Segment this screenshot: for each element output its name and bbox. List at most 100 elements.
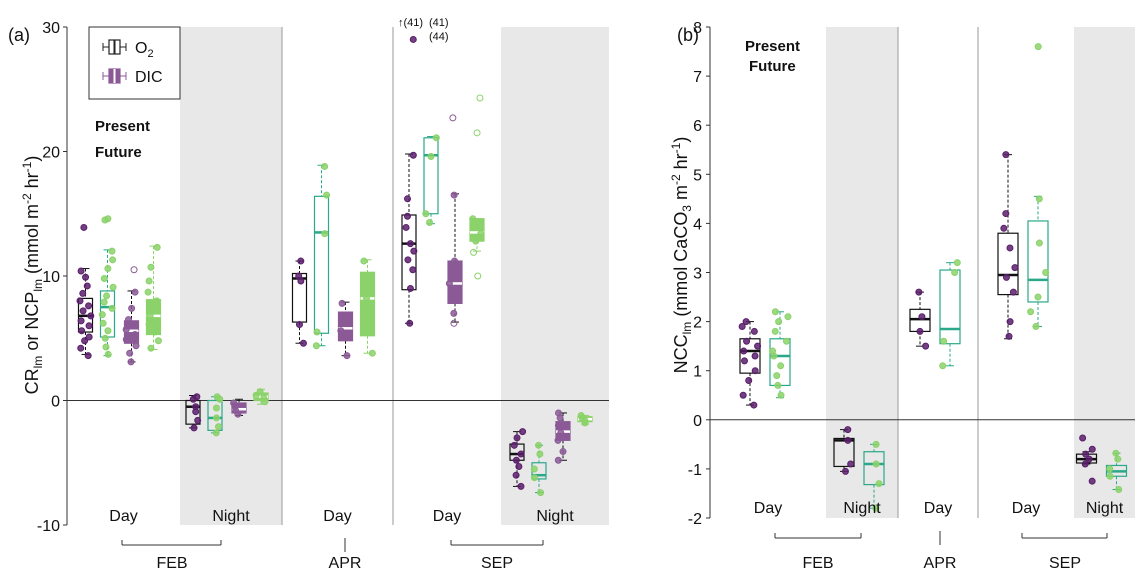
month-label: FEB [802, 555, 833, 570]
data-point [1114, 455, 1122, 463]
data-point [212, 404, 220, 412]
data-point [432, 134, 440, 142]
box-plots-a [76, 35, 593, 497]
box-iqr [863, 451, 885, 486]
data-point [469, 215, 477, 223]
data-point [450, 309, 458, 317]
data-point [951, 269, 959, 276]
data-point [1034, 293, 1042, 301]
night-band [180, 27, 282, 525]
group-label: Night [212, 508, 250, 525]
data-point [1027, 308, 1035, 316]
data-point [473, 129, 481, 137]
data-point [77, 344, 85, 352]
data-point [557, 429, 565, 437]
data-point [153, 243, 161, 251]
data-point [299, 339, 307, 347]
y-ticks-b: -2 -1 0 1 2 3 4 5 6 7 8 [688, 20, 710, 528]
group-label: Day [433, 508, 461, 525]
data-point [1035, 195, 1043, 203]
data-point [368, 349, 376, 357]
data-point [99, 319, 107, 327]
group-label: Night [536, 508, 574, 525]
data-point [409, 35, 417, 43]
data-point [742, 318, 750, 326]
data-point [98, 311, 106, 319]
y-tick-label: 6 [693, 118, 702, 135]
y-tick-label: 2 [693, 315, 702, 332]
data-point [515, 462, 523, 470]
data-point [78, 327, 86, 335]
data-point [104, 265, 112, 273]
box-iqr [423, 137, 439, 215]
legend-a: O2 DIC Present Future [88, 26, 181, 161]
data-point [77, 317, 85, 325]
data-point [145, 277, 153, 285]
data-point [447, 293, 455, 301]
data-point [403, 212, 411, 220]
group-label: Day [924, 500, 952, 517]
data-point [445, 279, 453, 287]
month-label: SEP [1049, 555, 1081, 570]
box-iqr [997, 232, 1019, 296]
data-point [451, 257, 459, 265]
data-point [1006, 244, 1014, 252]
data-point [410, 247, 418, 255]
data-point [360, 257, 368, 265]
month-label: APR [924, 555, 957, 570]
data-point [750, 327, 758, 335]
y-tick-label: 3 [693, 266, 702, 283]
data-point [1011, 264, 1019, 272]
data-point [104, 327, 112, 335]
data-point [513, 434, 521, 442]
month-label: FEB [156, 555, 187, 570]
data-point [872, 460, 880, 468]
data-point [775, 318, 783, 326]
data-point [777, 391, 785, 399]
month-label: APR [329, 555, 362, 570]
legend-frame [88, 26, 181, 100]
data-point [1002, 151, 1010, 159]
data-point [213, 393, 221, 401]
data-point [1112, 449, 1120, 457]
data-point [337, 327, 345, 335]
outlier-note-future-2: (44) [429, 31, 449, 43]
data-point [777, 362, 785, 370]
data-point [537, 489, 545, 497]
data-point [1002, 273, 1010, 281]
data-point [1088, 477, 1096, 485]
data-point [754, 342, 762, 350]
data-point [474, 272, 482, 280]
data-point [773, 372, 781, 380]
data-point [450, 191, 458, 199]
data-point [771, 327, 779, 335]
data-point [517, 482, 525, 490]
data-point [1085, 455, 1093, 463]
data-point [844, 426, 852, 434]
data-point [1005, 332, 1013, 340]
group-label: Day [109, 508, 137, 525]
data-point [128, 321, 136, 329]
data-point [295, 272, 303, 280]
data-point [1106, 465, 1114, 473]
legend-present-label: Present [95, 118, 150, 135]
data-point [739, 391, 747, 399]
data-point [1035, 239, 1043, 247]
data-point [108, 247, 116, 255]
data-point [145, 321, 153, 329]
panel-a: -10 0 10 20 30 Day Night Day Day Night FEB APR SEP… [8, 17, 609, 570]
data-point [554, 456, 562, 464]
data-point [844, 436, 852, 444]
group-labels-a: Day Night Day Day Night [109, 508, 574, 525]
data-point [1006, 318, 1014, 326]
data-point [872, 440, 880, 448]
data-point [953, 259, 961, 267]
group-label: Day [323, 508, 351, 525]
y-tick-label: 7 [693, 69, 702, 86]
y-tick-label: 8 [693, 20, 702, 37]
data-point [402, 223, 410, 231]
data-point [131, 288, 139, 296]
data-point [82, 273, 90, 281]
data-point [940, 337, 948, 345]
